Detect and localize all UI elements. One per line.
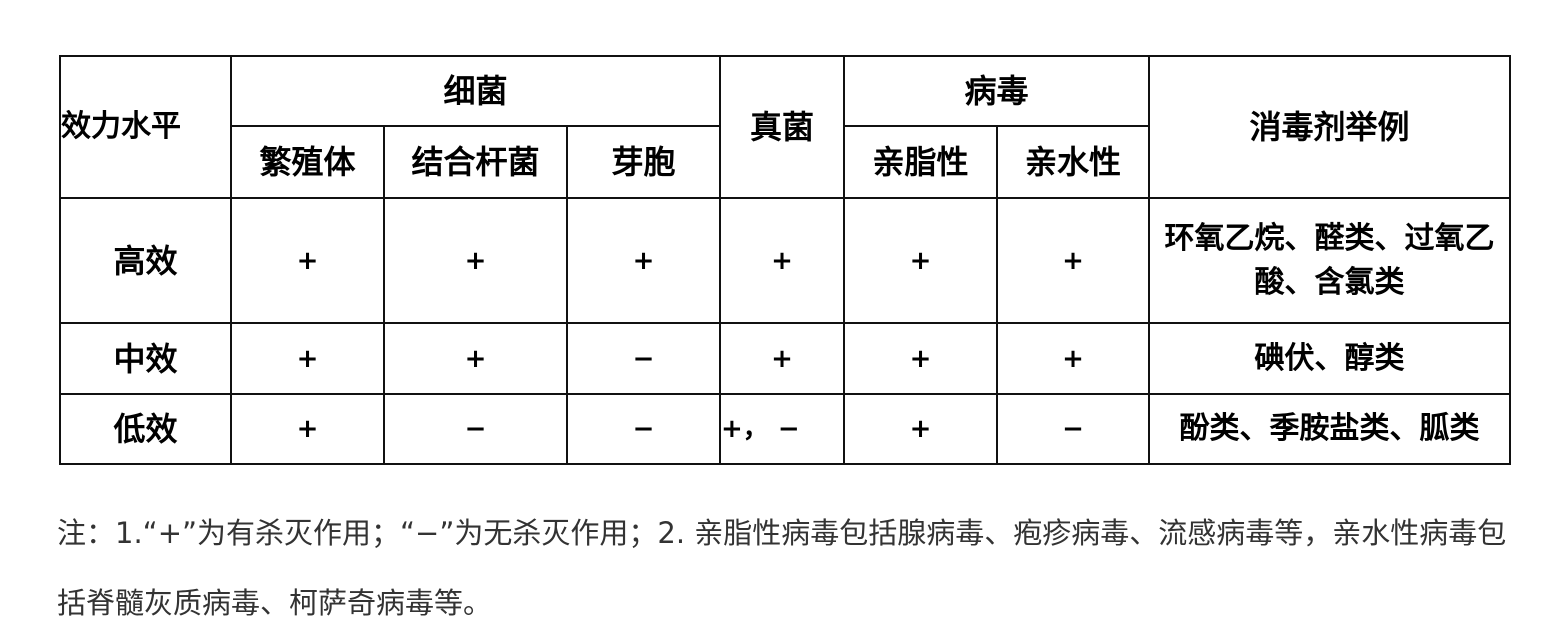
row-level: 低效 xyxy=(59,393,232,465)
header-examples: 消毒剂举例 xyxy=(1148,55,1512,199)
cell-mycobacterium: + xyxy=(383,197,568,324)
header-lipophilic: 亲脂性 xyxy=(843,125,999,199)
header-efficacy-level: 效力水平 xyxy=(59,55,232,199)
cell-lipophilic: + xyxy=(843,322,999,395)
cell-spore: − xyxy=(565,393,722,465)
cell-examples: 碘伏、醇类 xyxy=(1148,322,1512,395)
cell-vegetative: + xyxy=(230,197,385,324)
header-mycobacterium: 结合杆菌 xyxy=(383,125,568,199)
cell-examples: 环氧乙烷、醛类、过氧乙酸、含氯类 xyxy=(1148,197,1512,324)
cell-spore: − xyxy=(565,322,722,395)
cell-fungi: +， − xyxy=(719,393,846,465)
cell-vegetative: + xyxy=(230,393,385,465)
cell-fungi: + xyxy=(719,197,846,324)
row-level: 高效 xyxy=(59,197,232,324)
row-level: 中效 xyxy=(59,322,232,395)
cell-mycobacterium: − xyxy=(383,393,568,465)
header-fungi: 真菌 xyxy=(719,55,846,199)
cell-fungi: + xyxy=(719,322,846,395)
table-row: 低效 + − − +， − + − 酚类、季胺盐类、胍类 xyxy=(59,393,1512,465)
header-virus: 病毒 xyxy=(843,55,1151,127)
cell-examples: 酚类、季胺盐类、胍类 xyxy=(1148,393,1512,465)
cell-spore: + xyxy=(565,197,722,324)
header-bacteria: 细菌 xyxy=(229,55,722,127)
disinfectant-efficacy-table: 效力水平 细菌 真菌 病毒 消毒剂举例 繁殖体 结合杆菌 芽胞 亲脂性 亲水性 … xyxy=(59,55,1512,465)
header-spore: 芽胞 xyxy=(565,125,722,199)
cell-hydrophilic: + xyxy=(996,322,1151,395)
cell-lipophilic: + xyxy=(843,197,999,324)
header-hydrophilic: 亲水性 xyxy=(996,125,1151,199)
table-note: 注：1.“+”为有杀灭作用；“−”为无杀灭作用；2. 亲脂性病毒包括腺病毒、疱疹… xyxy=(57,516,1507,620)
table-row: 中效 + + − + + + 碘伏、醇类 xyxy=(59,322,1512,395)
header-vegetative: 繁殖体 xyxy=(230,125,385,199)
cell-lipophilic: + xyxy=(843,393,999,465)
cell-hydrophilic: − xyxy=(996,393,1151,465)
table-row: 高效 + + + + + + 环氧乙烷、醛类、过氧乙酸、含氯类 xyxy=(59,197,1512,324)
cell-hydrophilic: + xyxy=(996,197,1151,324)
cell-mycobacterium: + xyxy=(383,322,568,395)
cell-vegetative: + xyxy=(230,322,385,395)
